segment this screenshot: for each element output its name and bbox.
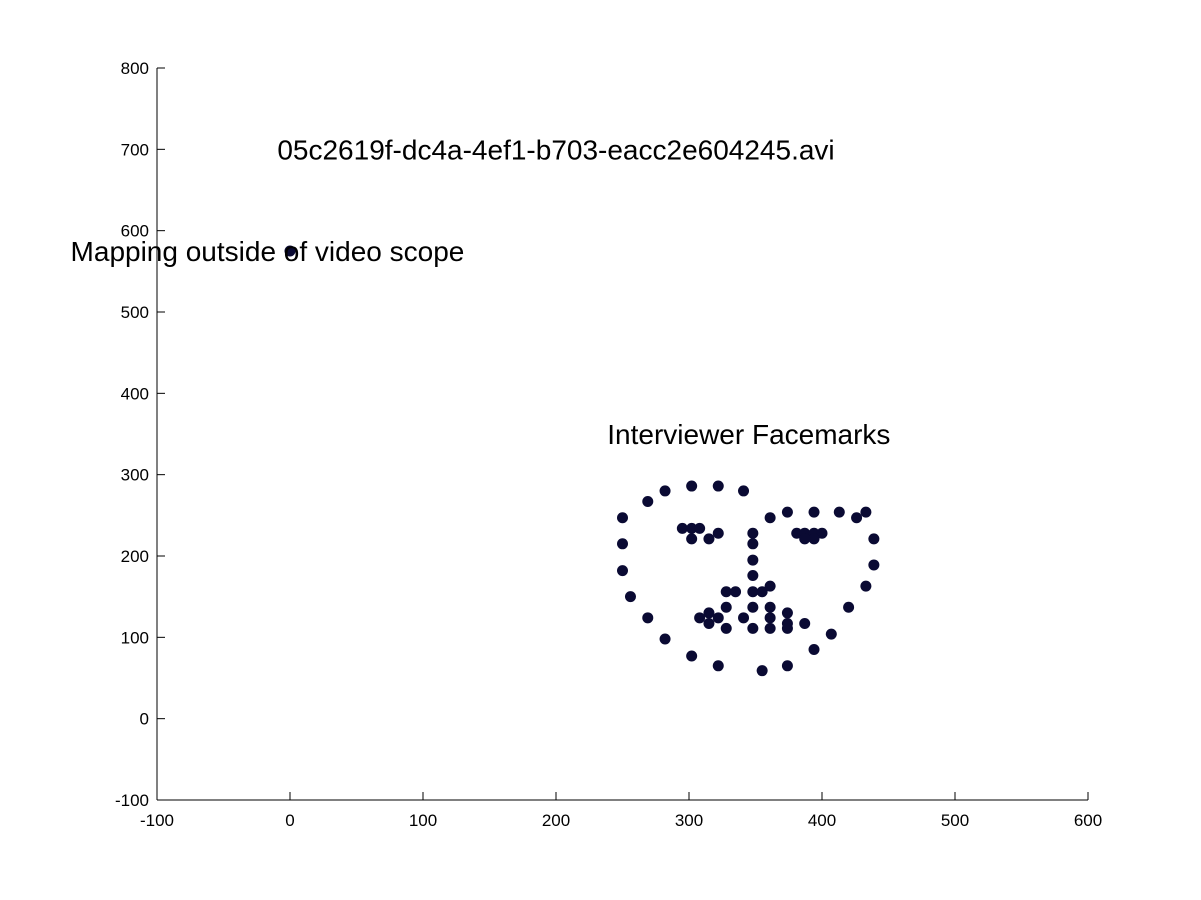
- facemark-point: [703, 607, 715, 619]
- facemark-point: [808, 644, 820, 656]
- y-tick-label: 300: [121, 466, 149, 485]
- facemark-point: [712, 527, 724, 539]
- facemark-point: [617, 538, 628, 550]
- facemark-point: [720, 586, 732, 598]
- y-tick-label: 100: [121, 628, 149, 647]
- facemark-point: [617, 512, 628, 524]
- facemark-point: [843, 601, 855, 613]
- facemark-point: [747, 554, 759, 566]
- facemark-point: [868, 559, 880, 571]
- facemark-point: [747, 538, 759, 550]
- y-tick-label: 700: [121, 140, 149, 159]
- facemark-point: [781, 618, 793, 630]
- facemark-point: [808, 506, 820, 518]
- facemark-point: [756, 665, 768, 677]
- facemark-point: [747, 570, 759, 582]
- y-tick-label: 0: [140, 710, 149, 729]
- facemark-point: [712, 612, 724, 624]
- data-points: [284, 245, 880, 677]
- outside-scope-series: [284, 245, 296, 257]
- facemark-point: [833, 506, 845, 518]
- facemark-point: [825, 628, 837, 640]
- facemark-point: [624, 591, 636, 603]
- facemark-point: [781, 660, 793, 672]
- facemark-point: [686, 480, 698, 492]
- facemark-point: [747, 622, 759, 634]
- facemark-point: [642, 496, 654, 508]
- facemark-point: [730, 586, 742, 598]
- facemark-point: [781, 607, 793, 619]
- x-tick-label: 500: [941, 811, 969, 830]
- facemark-point: [712, 480, 724, 492]
- facemark-point: [676, 522, 688, 534]
- facemark-point: [799, 618, 811, 630]
- facemark-point: [642, 612, 654, 624]
- facemarks-series: [617, 480, 880, 677]
- y-tick-label: 500: [121, 303, 149, 322]
- facemark-point: [868, 533, 880, 545]
- outside-scope-point: [284, 245, 296, 257]
- y-tick-label: 600: [121, 222, 149, 241]
- x-tick-label: 600: [1074, 811, 1102, 830]
- facemark-point: [781, 506, 793, 518]
- x-tick-label: -100: [140, 811, 174, 830]
- x-tick-label: 0: [285, 811, 294, 830]
- facemark-point: [659, 633, 671, 645]
- axes: -100 0 100 200 300 400 500 600 -100 0 100 200 300 400…: [115, 59, 1102, 830]
- y-tick-label: 400: [121, 384, 149, 403]
- annotation-text: 05c2619f-dc4a-4ef1-b703-eacc2e604245.avi: [277, 134, 834, 165]
- facemark-point: [686, 522, 698, 534]
- facemark-point: [816, 527, 828, 539]
- facemark-point: [617, 565, 628, 577]
- facemark-point: [860, 580, 872, 592]
- facemark-point: [808, 533, 820, 545]
- facemark-point: [659, 485, 671, 497]
- x-tick-label: 100: [409, 811, 437, 830]
- facemark-point: [799, 533, 811, 545]
- facemark-point: [720, 622, 732, 634]
- facemark-point: [764, 580, 776, 592]
- annotations: 05c2619f-dc4a-4ef1-b703-eacc2e604245.avi…: [71, 134, 891, 450]
- facemark-point: [756, 586, 768, 598]
- y-tick-label: -100: [115, 791, 149, 810]
- y-tick-label: 200: [121, 547, 149, 566]
- facemark-point: [686, 533, 698, 545]
- facemark-point: [747, 601, 759, 613]
- facemark-point: [764, 612, 776, 624]
- facemark-point: [703, 533, 715, 545]
- annotation-text: Mapping outside of video scope: [71, 236, 465, 267]
- y-tick-label: 800: [121, 59, 149, 78]
- facemark-point: [791, 527, 803, 539]
- facemark-point: [747, 527, 759, 539]
- facemark-point: [738, 612, 750, 624]
- facemark-point: [720, 601, 732, 613]
- facemark-point: [747, 586, 759, 598]
- x-tick-label: 300: [675, 811, 703, 830]
- facemark-point: [764, 622, 776, 634]
- facemark-point: [764, 601, 776, 613]
- x-tick-label: 200: [542, 811, 570, 830]
- facemark-point: [703, 618, 715, 630]
- facemark-point: [694, 612, 706, 624]
- annotation-text: Interviewer Facemarks: [607, 419, 890, 450]
- facemark-point: [694, 522, 706, 534]
- facemark-point: [686, 650, 698, 662]
- facemark-point: [851, 512, 863, 524]
- facemark-point: [712, 660, 724, 672]
- facemark-point: [860, 506, 872, 518]
- facemark-point: [764, 512, 776, 524]
- x-tick-label: 400: [808, 811, 836, 830]
- facemark-point: [738, 485, 750, 497]
